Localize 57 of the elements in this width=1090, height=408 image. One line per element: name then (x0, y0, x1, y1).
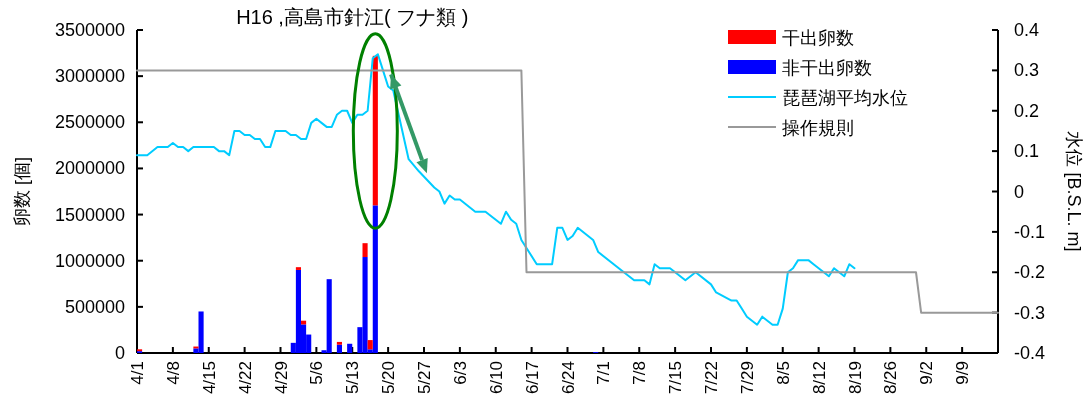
y-tick-label: 3000000 (54, 66, 125, 87)
y-tick-label: 1500000 (54, 204, 125, 225)
x-tick-label: 4/1 (128, 361, 147, 385)
x-tick-label: 7/1 (594, 361, 614, 385)
x-tick-label: 7/22 (702, 361, 721, 395)
y2-axis-title: 水位 [B.S.L. m] (1064, 131, 1084, 252)
y-axis-title: 卵数 [個] (12, 156, 32, 227)
x-tick-label: 6/24 (558, 361, 578, 395)
bar (295, 267, 301, 270)
y-tick-label: 3500000 (54, 20, 125, 40)
y2-tick-label: 0.4 (1014, 20, 1040, 40)
legend-label: 非干出卵数 (782, 58, 872, 78)
legend-label: 琵琶湖平均水位 (782, 88, 908, 108)
y2-tick-label: 0.2 (1014, 100, 1040, 121)
y2-tick-label: 0.1 (1014, 141, 1040, 162)
x-tick-label: 7/15 (666, 361, 686, 395)
y2-tick-label: 0.3 (1014, 60, 1040, 81)
y2-tick-label: -0.4 (1014, 343, 1046, 363)
x-tick-label: 5/6 (307, 361, 327, 385)
y2-tick-label: -0.2 (1014, 262, 1046, 283)
x-tick-label: 8/19 (845, 361, 865, 395)
chart-title: H16 ,高島市針江( フナ類 ) (236, 6, 469, 28)
x-tick-label: 4/29 (271, 361, 291, 395)
y-tick-label: 0 (114, 343, 125, 363)
x-tick-label: 5/13 (343, 361, 363, 395)
bar (336, 341, 342, 345)
legend-label: 干出卵数 (782, 28, 854, 48)
x-tick-label: 4/22 (235, 361, 255, 395)
legend-label: 操作規則 (782, 118, 854, 138)
x-tick-label: 9/9 (953, 361, 973, 385)
x-tick-label: 8/5 (773, 361, 793, 385)
y-tick-label: 500000 (64, 296, 125, 317)
x-tick-label: 8/26 (881, 361, 901, 395)
y2-tick-label: 0 (1014, 181, 1025, 202)
bar (372, 55, 378, 206)
bar (326, 279, 332, 353)
x-tick-label: 8/12 (809, 361, 829, 395)
bar (336, 344, 342, 353)
x-tick-label: 5/27 (415, 361, 434, 395)
y2-tick-label: -0.3 (1014, 302, 1046, 323)
bar (362, 243, 368, 258)
x-tick-label: 7/8 (630, 361, 650, 385)
y2-tick-label: -0.1 (1014, 221, 1046, 242)
x-tick-label: 4/8 (163, 361, 183, 385)
bar (372, 205, 378, 353)
y-tick-label: 2500000 (54, 112, 125, 133)
x-tick-label: 9/2 (917, 361, 937, 385)
y-tick-label: 1000000 (54, 250, 125, 271)
bar (347, 343, 353, 353)
bar (367, 340, 373, 350)
x-tick-label: 7/29 (737, 361, 757, 395)
y-tick-label: 2000000 (54, 158, 125, 179)
x-tick-label: 6/10 (486, 361, 506, 395)
x-tick-label: 6/3 (450, 361, 470, 385)
x-tick-label: 5/20 (379, 361, 399, 395)
x-tick-label: 4/15 (199, 361, 219, 395)
x-tick-label: 6/17 (522, 361, 542, 395)
